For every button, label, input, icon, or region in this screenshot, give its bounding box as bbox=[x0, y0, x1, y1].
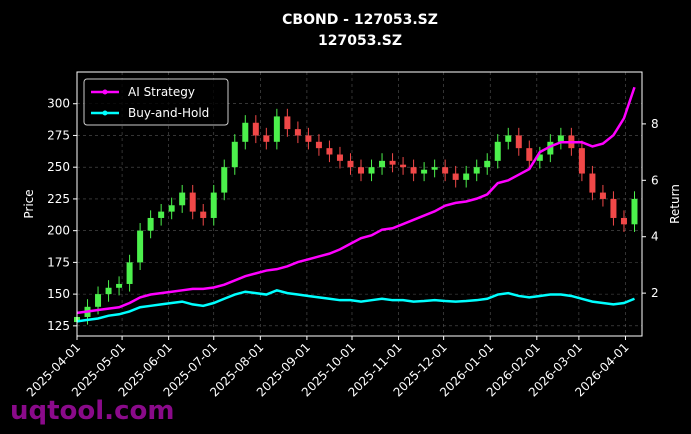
candle-body bbox=[294, 129, 301, 136]
candle-body bbox=[410, 167, 417, 174]
candle-body bbox=[379, 160, 386, 168]
series-line bbox=[76, 288, 635, 323]
candle-body bbox=[147, 217, 154, 231]
candle-body bbox=[116, 283, 123, 288]
y-axis-label: Price bbox=[22, 189, 36, 218]
candle-body bbox=[263, 135, 270, 142]
candle-body bbox=[452, 173, 459, 180]
candle-body bbox=[252, 122, 259, 136]
legend-marker bbox=[102, 110, 108, 116]
legend-label: Buy-and-Hold bbox=[128, 106, 209, 120]
candle-body bbox=[358, 167, 365, 174]
candle-body bbox=[526, 148, 533, 161]
y2-tick-label: 6 bbox=[651, 173, 659, 187]
series-line bbox=[76, 86, 636, 315]
candle-body bbox=[463, 173, 470, 180]
y2-axis-label: Return bbox=[668, 184, 682, 224]
candle-body bbox=[515, 135, 522, 149]
candle-body bbox=[189, 192, 196, 212]
candle-body bbox=[389, 160, 396, 165]
candle-body bbox=[242, 122, 249, 142]
candle-body bbox=[326, 148, 333, 155]
candle-body bbox=[431, 167, 438, 170]
candle-body bbox=[126, 262, 133, 284]
candle-body bbox=[578, 148, 585, 174]
y-tick-label: 125 bbox=[47, 319, 70, 333]
candle-body bbox=[347, 160, 354, 168]
candle-body bbox=[599, 192, 606, 199]
candle-body bbox=[168, 205, 175, 212]
candle-body bbox=[547, 141, 554, 155]
candle-body bbox=[273, 116, 280, 142]
candle-body bbox=[494, 141, 501, 161]
legend-marker bbox=[102, 89, 108, 95]
y-tick-label: 250 bbox=[47, 160, 70, 174]
legend-box bbox=[83, 78, 229, 126]
candle-body bbox=[631, 198, 638, 225]
chart-subtitle: 127053.SZ bbox=[318, 33, 402, 49]
candle-body bbox=[105, 287, 112, 295]
candle-body bbox=[336, 154, 343, 161]
plot-frame bbox=[76, 71, 643, 337]
candle-body bbox=[505, 135, 512, 142]
candle-body bbox=[315, 141, 322, 149]
y-tick-label: 225 bbox=[47, 192, 70, 206]
candle-body bbox=[620, 217, 627, 225]
candle-body bbox=[400, 164, 407, 168]
candle-body bbox=[210, 192, 217, 218]
candle-body bbox=[305, 135, 312, 142]
candle-body bbox=[473, 167, 480, 174]
y-tick-label: 200 bbox=[47, 224, 70, 238]
chart-title: CBOND - 127053.SZ bbox=[282, 12, 438, 28]
candle-body bbox=[442, 167, 449, 174]
y2-tick-label: 4 bbox=[651, 230, 659, 244]
y-tick-label: 150 bbox=[47, 287, 70, 301]
y-tick-label: 275 bbox=[47, 128, 70, 142]
watermark: uqtool.com bbox=[10, 396, 174, 426]
candle-body bbox=[221, 167, 228, 193]
candle-body bbox=[179, 192, 186, 206]
candle-body bbox=[200, 211, 207, 218]
candle-body bbox=[284, 116, 291, 130]
y-tick-label: 175 bbox=[47, 255, 70, 269]
candle-body bbox=[368, 167, 375, 174]
y-tick-label: 300 bbox=[47, 97, 70, 111]
legend-label: AI Strategy bbox=[128, 85, 195, 99]
candle-body bbox=[589, 173, 596, 193]
candle-body bbox=[137, 230, 144, 263]
candle-body bbox=[484, 160, 491, 168]
candle-body bbox=[158, 211, 165, 218]
candle-body bbox=[421, 169, 428, 174]
candle-body bbox=[557, 135, 564, 142]
y2-tick-label: 8 bbox=[651, 117, 659, 131]
candle-body bbox=[536, 154, 543, 161]
candle-body bbox=[231, 141, 238, 168]
y2-tick-label: 2 bbox=[651, 286, 659, 300]
candle-body bbox=[95, 294, 102, 307]
candle-body bbox=[610, 198, 617, 218]
